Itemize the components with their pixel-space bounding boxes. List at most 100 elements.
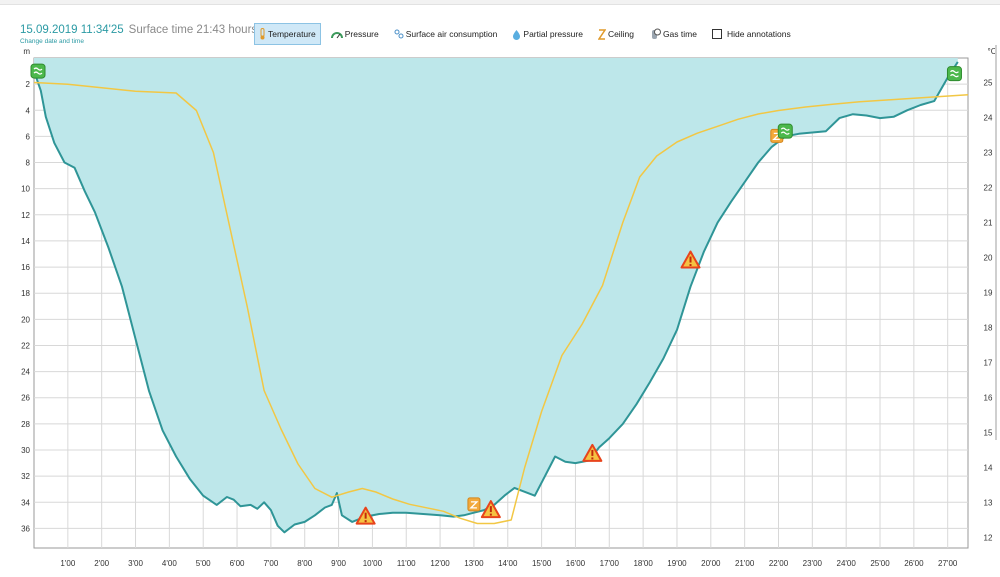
x-tick-label: 18'00 xyxy=(633,559,653,568)
y-tick-label: 16 xyxy=(21,263,30,272)
y-tick-label: 2 xyxy=(26,80,31,89)
y-tick-label: 36 xyxy=(21,524,30,533)
x-tick-label: 2'00 xyxy=(94,559,109,568)
warning-icon-dot xyxy=(364,520,367,523)
thermometer-icon xyxy=(259,28,266,40)
x-tick-label: 3'00 xyxy=(128,559,143,568)
x-tick-label: 24'00 xyxy=(837,559,857,568)
window-top-strip xyxy=(0,0,1000,5)
y-tick-label: 20 xyxy=(21,315,30,324)
pressure-toggle-label: Pressure xyxy=(344,29,379,39)
gas-time-icon xyxy=(649,28,661,40)
surface-time-label: Surface time 21:43 hours xyxy=(128,24,258,36)
temperature-toggle-label: Temperature xyxy=(268,29,316,39)
y2-tick-label: 14 xyxy=(984,464,993,473)
warning-icon-dot xyxy=(689,264,692,267)
gas-time-toggle-label: Gas time xyxy=(662,29,697,39)
y-tick-label: 14 xyxy=(21,237,30,246)
y-tick-label: 24 xyxy=(21,368,30,377)
y2-tick-label: 20 xyxy=(984,254,993,263)
x-tick-label: 20'00 xyxy=(701,559,721,568)
y2-tick-label: 21 xyxy=(984,219,993,228)
x-tick-label: 1'00 xyxy=(60,559,75,568)
y2-tick-label: 25 xyxy=(984,79,993,88)
temperature-toggle[interactable]: Temperature xyxy=(254,23,321,45)
y2-tick-label: 19 xyxy=(984,289,993,298)
y-axis-unit: m xyxy=(23,47,30,56)
sac-toggle-label: Surface air consumption xyxy=(405,29,498,39)
gas-change-glyph xyxy=(780,127,790,135)
warning-icon-stem xyxy=(591,449,594,456)
partial-pressure-toggle[interactable]: Partial pressure xyxy=(507,23,588,45)
x-tick-label: 13'00 xyxy=(464,559,484,568)
x-tick-label: 19'00 xyxy=(667,559,687,568)
ceiling-toggle[interactable]: Ceiling xyxy=(593,23,639,45)
y2-tick-label: 23 xyxy=(984,149,993,158)
x-tick-label: 16'00 xyxy=(566,559,586,568)
x-tick-label: 10'00 xyxy=(363,559,383,568)
y2-axis-unit: °C xyxy=(988,47,997,56)
y2-tick-label: 18 xyxy=(984,324,993,333)
sac-toggle[interactable]: Surface air consumption xyxy=(389,23,503,45)
gas-change-icon xyxy=(946,66,962,82)
x-tick-label: 21'00 xyxy=(735,559,755,568)
y-tick-label: 10 xyxy=(21,185,30,194)
x-tick-label: 14'00 xyxy=(498,559,518,568)
partial-pressure-icon xyxy=(512,29,521,40)
pressure-toggle[interactable]: Pressure xyxy=(326,23,384,45)
y2-tick-label: 17 xyxy=(984,359,993,368)
pressure-gauge-icon xyxy=(330,30,343,39)
x-tick-label: 26'00 xyxy=(904,559,924,568)
ceiling-toggle-label: Ceiling xyxy=(607,29,634,39)
y-tick-label: 8 xyxy=(26,159,31,168)
y-tick-label: 12 xyxy=(21,211,30,220)
dive-datetime: 15.09.2019 11:34'25 Surface time 21:43 ho… xyxy=(20,24,257,36)
chart-toolbar: Temperature Pressure Surface air consump… xyxy=(254,23,801,45)
x-tick-label: 4'00 xyxy=(162,559,177,568)
y2-tick-label: 22 xyxy=(984,184,993,193)
dive-date-label[interactable]: 15.09.2019 11:34'25 xyxy=(20,24,124,36)
y-tick-label: 28 xyxy=(21,420,30,429)
partial-pressure-toggle-label: Partial pressure xyxy=(523,29,583,39)
x-tick-label: 17'00 xyxy=(600,559,620,568)
hide-annotations-toggle[interactable]: Hide annotations xyxy=(707,23,796,45)
warning-icon-stem xyxy=(364,512,367,519)
warning-icon-stem xyxy=(689,256,692,263)
y-tick-label: 34 xyxy=(21,498,30,507)
x-tick-label: 12'00 xyxy=(430,559,450,568)
y-tick-label: 32 xyxy=(21,472,30,481)
gas-change-icon xyxy=(777,123,793,139)
ceiling-icon xyxy=(597,28,606,40)
y2-tick-label: 15 xyxy=(984,429,993,438)
warning-icon-dot xyxy=(591,457,594,460)
x-tick-label: 23'00 xyxy=(803,559,823,568)
hide-annotations-checkbox[interactable] xyxy=(711,29,722,39)
y-tick-label: 26 xyxy=(21,394,30,403)
hide-annotations-label: Hide annotations xyxy=(726,29,791,39)
y-tick-label: 6 xyxy=(26,132,31,141)
x-tick-label: 11'00 xyxy=(397,559,416,568)
y2-tick-label: 13 xyxy=(984,499,993,508)
warning-icon-dot xyxy=(489,513,492,516)
x-tick-label: 8'00 xyxy=(297,559,312,568)
y2-tick-label: 12 xyxy=(984,534,993,543)
y-tick-label: 30 xyxy=(21,446,30,455)
depth-area xyxy=(34,58,958,533)
warning-icon-stem xyxy=(489,506,492,513)
x-tick-label: 25'00 xyxy=(870,559,890,568)
x-tick-label: 27'00 xyxy=(938,559,958,568)
x-tick-label: 7'00 xyxy=(263,559,278,568)
y-tick-label: 18 xyxy=(21,289,30,298)
gas-time-toggle[interactable]: Gas time xyxy=(644,23,702,45)
gas-change-icon xyxy=(30,63,46,79)
x-tick-label: 9'00 xyxy=(331,559,346,568)
x-tick-label: 6'00 xyxy=(230,559,245,568)
air-consumption-icon xyxy=(394,29,404,39)
y2-tick-label: 24 xyxy=(984,114,993,123)
change-date-link[interactable]: Change date and time xyxy=(20,38,84,45)
ceiling-marker-glyph xyxy=(469,501,479,509)
y-tick-label: 4 xyxy=(26,106,31,115)
temperature-line xyxy=(33,81,969,525)
x-tick-label: 5'00 xyxy=(196,559,211,568)
